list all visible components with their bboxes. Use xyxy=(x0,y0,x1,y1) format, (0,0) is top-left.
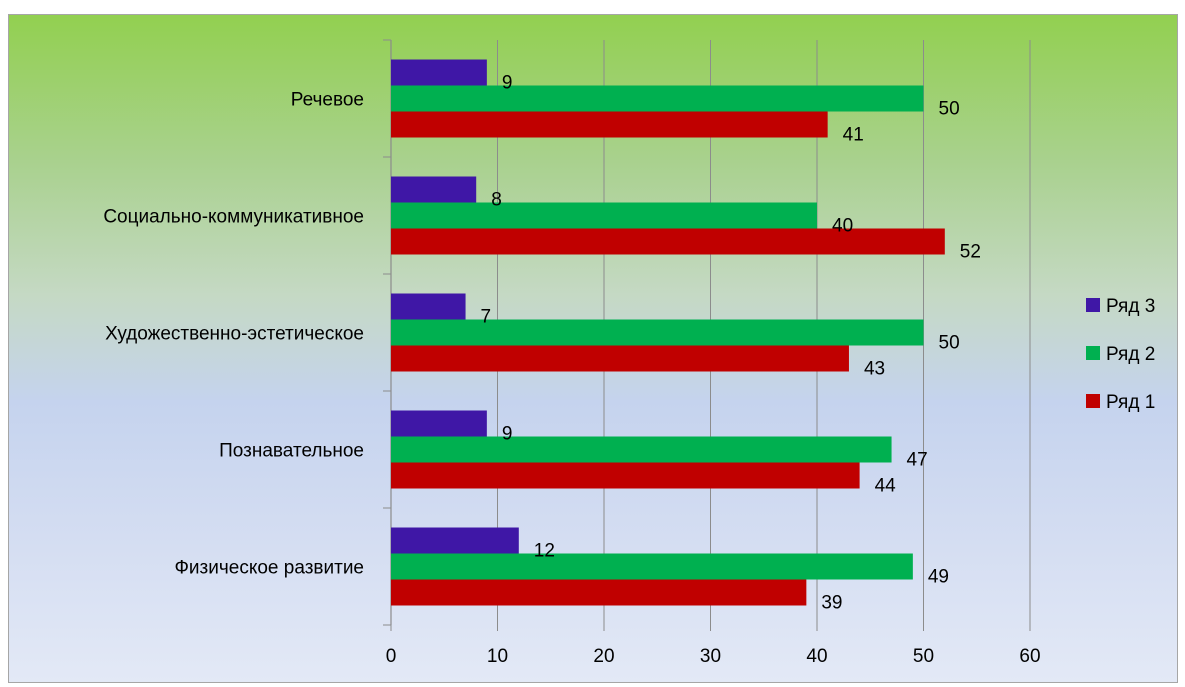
x-tick-label: 60 xyxy=(1019,646,1040,667)
legend-swatch xyxy=(1086,298,1100,312)
bar xyxy=(391,293,466,320)
bar xyxy=(391,228,945,255)
legend-swatch xyxy=(1086,346,1100,360)
category-label: Социально-коммуникативное xyxy=(103,207,364,228)
x-tick-label: 50 xyxy=(913,646,934,667)
category-label: Познавательное xyxy=(219,441,364,462)
bar xyxy=(391,462,860,489)
data-label: 52 xyxy=(960,242,981,263)
bar xyxy=(391,85,924,112)
bar xyxy=(391,111,828,138)
bar xyxy=(391,59,487,86)
data-label: 12 xyxy=(534,541,555,562)
bar xyxy=(391,410,487,437)
bar xyxy=(391,176,477,203)
data-label: 43 xyxy=(864,359,885,380)
legend-swatch xyxy=(1086,394,1100,408)
data-label: 9 xyxy=(502,424,513,445)
bar xyxy=(391,436,892,463)
x-tick-label: 10 xyxy=(487,646,508,667)
data-label: 44 xyxy=(875,476,897,497)
bar xyxy=(391,553,913,580)
data-label: 47 xyxy=(907,450,928,471)
bar xyxy=(391,527,519,554)
x-tick-label: 40 xyxy=(806,646,827,667)
x-tick-label: 0 xyxy=(386,646,397,667)
category-label: Речевое xyxy=(291,90,364,111)
data-label: 9 xyxy=(502,73,513,94)
data-label: 50 xyxy=(939,333,960,354)
x-tick-label: 30 xyxy=(700,646,721,667)
bar xyxy=(391,345,849,372)
legend-label: Ряд 3 xyxy=(1106,296,1155,317)
data-label: 8 xyxy=(491,190,502,211)
data-label: 39 xyxy=(821,593,842,614)
bar xyxy=(391,202,817,229)
data-label: 7 xyxy=(481,307,492,328)
data-label: 41 xyxy=(843,125,864,146)
category-label: Художественно-эстетическое xyxy=(105,324,364,345)
legend-label: Ряд 1 xyxy=(1106,392,1155,413)
bar xyxy=(391,579,807,606)
data-label: 49 xyxy=(928,567,949,588)
data-label: 40 xyxy=(832,216,853,237)
data-label: 50 xyxy=(939,99,960,120)
legend-label: Ряд 2 xyxy=(1106,344,1155,365)
x-tick-label: 20 xyxy=(593,646,614,667)
category-label: Физическое развитие xyxy=(174,558,364,579)
bar xyxy=(391,319,924,346)
